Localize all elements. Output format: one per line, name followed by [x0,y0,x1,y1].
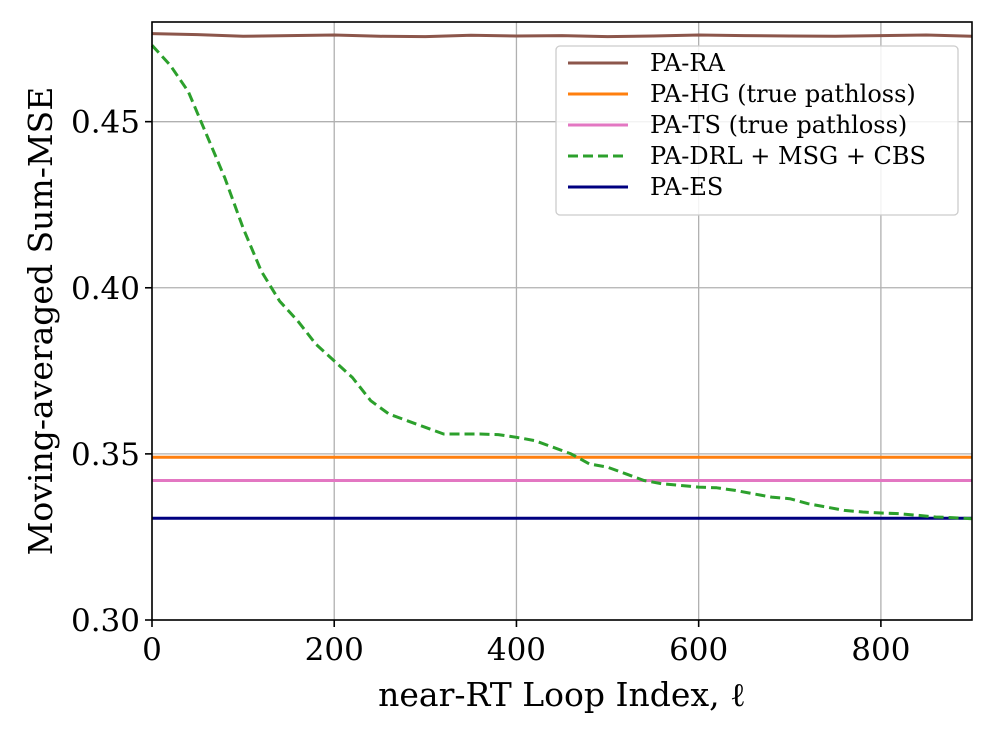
x-axis-label: near-RT Loop Index, ℓ [378,675,746,714]
axes-frame [151,21,973,621]
y-tick-label: 0.45 [71,105,140,141]
x-tick-label: 400 [487,632,546,668]
legend-entry-label: PA-TS (true pathloss) [650,111,907,139]
plot-area [150,32,973,521]
y-tick-label: 0.40 [71,271,140,307]
x-tick-label: 800 [851,632,910,668]
x-tick-label: 200 [305,632,364,668]
series-line-pa-drl-msg-cbs [150,44,973,521]
x-tick-label: 600 [669,632,728,668]
series-line-pa-ra [151,32,973,39]
legend-box [555,45,959,216]
legend-entry-label: PA-ES [650,173,723,201]
y-axis-label: Moving-averaged Sum-MSE [21,87,60,556]
y-tick-label: 0.30 [71,603,140,639]
legend-entry-label: PA-RA [650,49,725,77]
x-tick-label: 0 [142,632,162,668]
legend: PA-RA PA-HG (true pathloss) PA-TS (true pa… [555,45,959,216]
y-tick-label: 0.35 [71,437,140,473]
legend-entry-label: PA-HG (true pathloss) [650,80,916,108]
legend-entry-label: PA-DRL + MSG + CBS [650,142,926,170]
ticks: 0 200 400 600 800 0.30 0.35 0.40 0.45 [71,105,911,668]
